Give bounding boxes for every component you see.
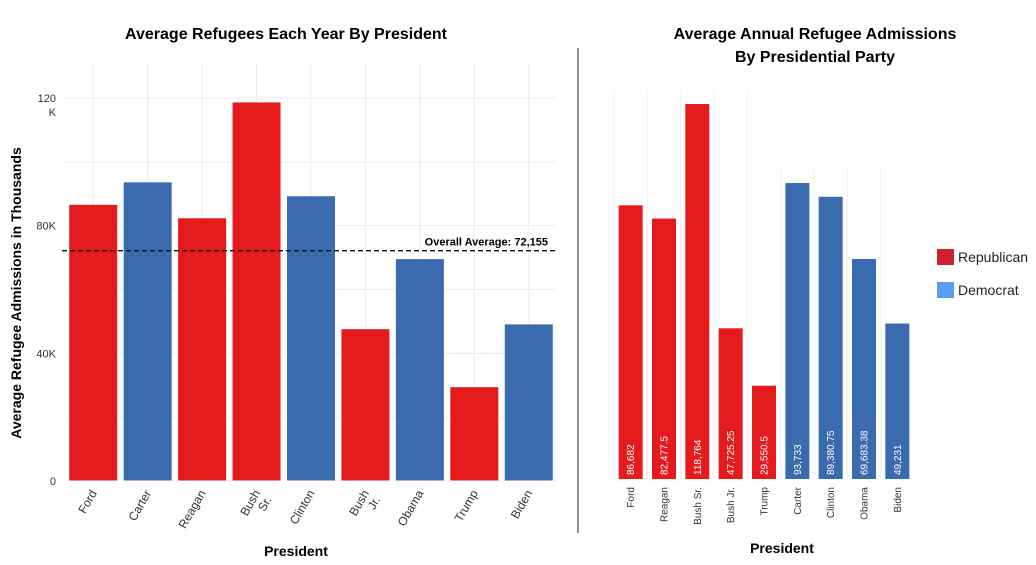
legend-swatch-democrat xyxy=(937,282,954,298)
right-bar xyxy=(652,218,676,479)
left-chart-title: Average Refugees Each Year By President xyxy=(125,26,448,43)
legend: Republican Democrat xyxy=(937,249,1028,298)
right-x-axis-label: President xyxy=(750,540,814,556)
right-bar-data-label: 49,231 xyxy=(893,444,904,475)
right-x-tick-label: Obama xyxy=(860,487,871,520)
left-x-tick-label: Obama xyxy=(395,487,427,528)
right-bar-data-label: 89,380.75 xyxy=(826,430,837,475)
right-bar xyxy=(818,196,843,480)
left-bar xyxy=(231,101,282,482)
right-bar-data-label: 69,683.38 xyxy=(860,430,871,475)
legend-swatch-republican xyxy=(937,249,954,265)
left-bars xyxy=(68,101,554,482)
right-bar-data-label: 93,733 xyxy=(793,444,804,475)
left-bar xyxy=(394,258,445,482)
right-x-tick-label: Reagan xyxy=(660,487,671,522)
left-bar xyxy=(449,386,500,482)
right-bar-data-label: 118,764 xyxy=(693,439,704,475)
left-x-tick-label: Trump xyxy=(452,487,481,524)
left-x-tick-label: Biden xyxy=(508,488,535,522)
right-bar xyxy=(718,328,743,479)
left-bar xyxy=(286,195,336,482)
right-chart-title-line-1: Average Annual Refugee Admissions xyxy=(674,26,957,43)
left-bar xyxy=(340,328,391,482)
right-bar xyxy=(685,104,710,479)
left-x-tick-label: Reagan xyxy=(176,488,209,531)
right-chart: Average Annual Refugee Admissions By Pre… xyxy=(613,26,1028,556)
right-grid xyxy=(613,90,882,479)
overall-average-label: Overall Average: 72,155 xyxy=(425,237,548,249)
left-x-tick-label: BushJr. xyxy=(346,488,383,525)
left-x-ticks: Ford Carter Reagan BushSr. Clinton BushJr. Oba… xyxy=(75,487,535,531)
right-x-tick-label: Bush Sr. xyxy=(693,487,704,525)
left-bar xyxy=(122,181,173,482)
left-chart: Average Refugees Each Year By President … xyxy=(8,26,556,559)
right-bar xyxy=(785,183,810,479)
left-y-tick-label: 0 xyxy=(50,476,56,488)
right-x-tick-label: Trump xyxy=(760,487,771,516)
left-bar xyxy=(68,203,119,482)
left-y-tick-label: 40K xyxy=(36,348,56,360)
right-bar-data-label: 82,477.5 xyxy=(660,436,671,475)
right-bar-data-label: 86,682 xyxy=(626,444,637,475)
left-bar xyxy=(503,323,554,482)
right-bar xyxy=(618,205,643,480)
left-y-ticks: 0 40K 80K 120 K xyxy=(36,93,56,488)
left-bar xyxy=(177,217,228,482)
right-chart-title-line-2: By Presidential Party xyxy=(735,49,895,66)
right-bars: 86,682 82,477.5 118,764 47,725.25 29,550.5 93… xyxy=(618,104,910,480)
right-x-ticks: Ford Reagan Bush Sr. Bush Jr. Trump Carter Cli… xyxy=(626,486,904,524)
right-bar xyxy=(852,258,876,479)
left-y-tick-label: 80K xyxy=(36,221,56,233)
legend-label-democrat: Democrat xyxy=(958,282,1019,298)
left-x-tick-label: Carter xyxy=(125,488,154,524)
right-x-tick-label: Carter xyxy=(793,486,804,514)
left-x-axis-label: President xyxy=(264,543,328,559)
left-x-tick-label: Clinton xyxy=(287,488,318,527)
right-x-tick-label: Ford xyxy=(626,487,637,508)
right-bar-data-label: 47,725.25 xyxy=(726,430,737,475)
right-x-tick-label: Clinton xyxy=(826,487,837,518)
left-y-tick-label: 120 K xyxy=(38,93,57,119)
right-bar xyxy=(885,323,910,479)
right-bar-data-label: 29,550.5 xyxy=(760,436,771,475)
left-x-tick-label: BushSr. xyxy=(237,488,274,525)
legend-label-republican: Republican xyxy=(958,249,1028,265)
right-bar xyxy=(752,385,776,479)
right-x-tick-label: Bush Jr. xyxy=(726,487,737,523)
left-y-axis-label: Average Refugee Admissions in Thousands xyxy=(8,147,24,439)
right-x-tick-label: Biden xyxy=(893,487,904,513)
left-x-tick-label: Ford xyxy=(75,488,99,516)
